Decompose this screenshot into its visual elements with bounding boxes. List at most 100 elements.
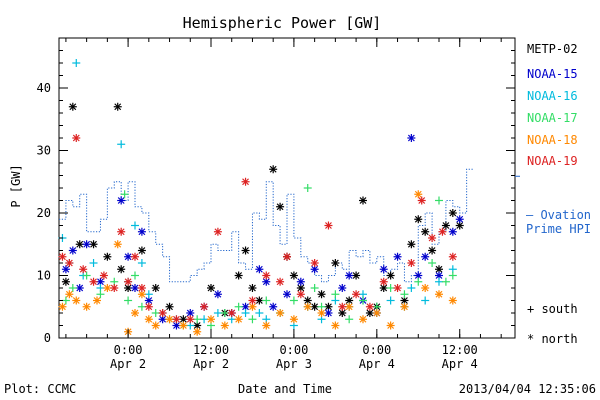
- data-point: [213, 309, 222, 317]
- data-point: [386, 271, 395, 280]
- data-point: [455, 215, 464, 224]
- data-point: [428, 246, 437, 255]
- data-point: [137, 227, 146, 236]
- data-point: [435, 265, 443, 274]
- data-point: [200, 315, 209, 324]
- data-point: [296, 277, 305, 286]
- data-point: [75, 284, 84, 292]
- data-point: [338, 302, 347, 311]
- data-point: [72, 134, 81, 142]
- data-point: [117, 196, 126, 205]
- data-point: [414, 215, 423, 224]
- data-point: [407, 259, 416, 267]
- data-point: [113, 102, 122, 111]
- data-point: [151, 321, 160, 330]
- data-point: [417, 196, 426, 205]
- legend: METP-02 NOAA-15 NOAA-16 NOAA-17 NOAA-18 …: [526, 42, 591, 346]
- ovation-label-line1: — Ovation: [526, 208, 591, 222]
- data-point: [241, 246, 250, 255]
- data-point: [234, 271, 243, 280]
- data-point: [421, 227, 430, 236]
- data-point: [165, 315, 174, 324]
- data-point: [99, 271, 108, 280]
- data-point: [400, 290, 409, 299]
- data-point: [324, 309, 333, 317]
- data-point: [234, 315, 243, 324]
- data-point: [400, 302, 409, 311]
- data-point: [414, 277, 423, 286]
- data-point: [68, 246, 77, 255]
- data-point: [151, 309, 160, 317]
- y-tick-label: 0: [44, 331, 51, 345]
- data-point: [331, 321, 340, 330]
- y-tick-label: 40: [37, 81, 51, 95]
- data-point: [276, 202, 285, 211]
- data-point: [137, 246, 146, 255]
- data-point: [289, 296, 298, 305]
- data-point: [165, 302, 174, 311]
- data-point: [296, 290, 305, 299]
- data-point: [117, 227, 126, 236]
- data-point: [441, 277, 450, 286]
- data-point: [393, 252, 402, 261]
- data-point: [379, 265, 388, 274]
- data-point: [428, 259, 437, 267]
- ovation-step-line: [59, 168, 474, 283]
- data-point: [255, 309, 264, 317]
- data-point: [435, 277, 443, 286]
- data-point: [117, 265, 126, 274]
- x-tick-date-label: Apr 2: [193, 357, 229, 371]
- data-point: [82, 271, 91, 280]
- data-point: [61, 265, 70, 274]
- data-point: [179, 315, 188, 324]
- legend-entry: NOAA-19: [527, 154, 578, 168]
- data-point: [414, 190, 423, 199]
- x-tick-date-label: Apr 4: [442, 357, 478, 371]
- data-point: [283, 290, 291, 299]
- data-point: [338, 284, 347, 292]
- data-point: [68, 102, 77, 111]
- legend-entry: METP-02: [527, 42, 578, 56]
- data-point: [179, 321, 188, 330]
- data-point: [213, 290, 222, 299]
- data-point: [131, 309, 139, 317]
- data-point: [262, 321, 271, 330]
- data-point: [421, 296, 430, 305]
- data-point: [352, 290, 361, 299]
- data-point: [72, 59, 81, 67]
- data-point: [61, 277, 70, 286]
- legend-entry: NOAA-16: [527, 89, 578, 103]
- data-point: [58, 302, 67, 311]
- data-point: [124, 277, 133, 286]
- data-point: [421, 284, 430, 292]
- data-point: [365, 309, 374, 317]
- ovation-hpi-line: [59, 168, 520, 283]
- data-point: [289, 315, 298, 324]
- data-point: [186, 315, 195, 324]
- legend-entry: NOAA-17: [527, 111, 578, 125]
- data-point: [448, 271, 457, 280]
- chart-title: Hemispheric Power [GW]: [183, 14, 382, 32]
- data-point: [283, 252, 291, 261]
- x-tick-label: 12:00: [193, 343, 229, 357]
- data-point: [93, 296, 101, 305]
- data-point: [379, 277, 388, 286]
- data-point: [89, 277, 98, 286]
- data-point: [68, 284, 77, 292]
- legend-entry: NOAA-15: [527, 67, 578, 81]
- data-point: [137, 259, 146, 267]
- data-point: [151, 284, 160, 292]
- x-tick-date-label: Apr 2: [110, 357, 146, 371]
- data-point: [89, 259, 98, 267]
- data-point: [317, 309, 326, 317]
- data-points: [58, 59, 464, 336]
- data-point: [303, 302, 312, 311]
- data-point: [324, 221, 333, 230]
- data-point: [124, 296, 133, 305]
- footer-left: Plot: CCMC: [4, 382, 76, 396]
- data-point: [255, 265, 264, 274]
- data-point: [248, 315, 257, 324]
- data-point: [193, 315, 202, 324]
